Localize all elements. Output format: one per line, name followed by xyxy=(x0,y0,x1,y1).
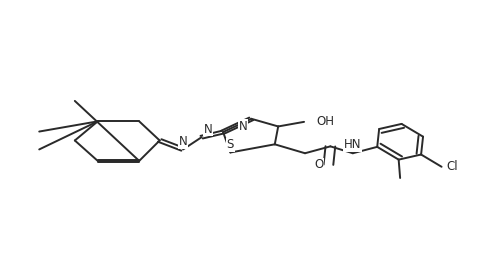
Text: N: N xyxy=(239,120,247,133)
Text: N: N xyxy=(204,123,213,136)
Text: O: O xyxy=(315,158,323,171)
Text: N: N xyxy=(179,135,187,148)
Text: OH: OH xyxy=(316,115,334,128)
Text: HN: HN xyxy=(344,138,361,151)
Text: Cl: Cl xyxy=(447,160,458,173)
Text: S: S xyxy=(227,138,234,151)
